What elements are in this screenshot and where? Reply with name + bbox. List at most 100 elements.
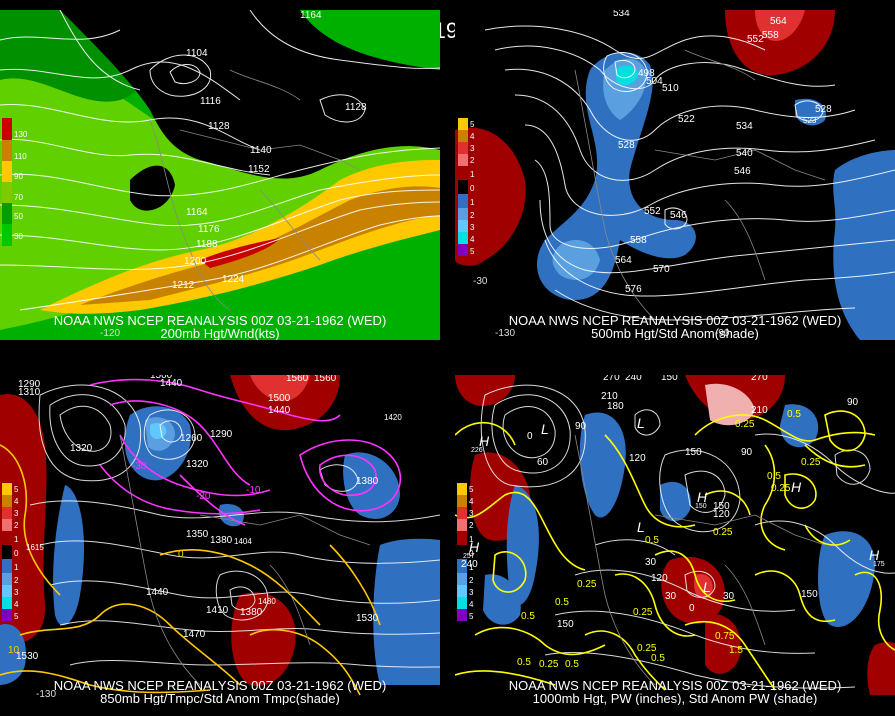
pw-label: 0.25 <box>735 419 755 430</box>
contour-label: 564 <box>615 255 632 266</box>
contour-label: 1350 <box>186 529 209 540</box>
colorbar-label: 4 <box>469 497 474 506</box>
panel-caption-agency: NOAA NWS NCEP REANALYSIS 00Z 03-21-1962 … <box>53 313 387 328</box>
colorbar-label: 70 <box>14 193 23 202</box>
contour-label: 552 <box>644 206 661 217</box>
low-pressure-center: L <box>541 421 549 437</box>
contour-label: 1560 <box>314 375 337 384</box>
contour-label: 528 <box>815 104 832 115</box>
panel-200mb-wind: 130 110 90 70 50 30 1128 1164 1104 1116 … <box>0 10 440 340</box>
colorbar <box>2 483 12 621</box>
colorbar-label: 110 <box>14 152 27 161</box>
panel-caption-agency: NOAA NWS NCEP REANALYSIS 00Z 03-21-1962 … <box>53 678 387 693</box>
panel-caption-product: 1000mb Hgt, PW (inches), Std Anom PW (sh… <box>532 691 818 706</box>
pw-label: 0.5 <box>787 409 801 420</box>
pw-label: 0.25 <box>801 457 821 468</box>
contour-label: 1290 <box>210 429 233 440</box>
contour-label: 1615 <box>26 543 44 552</box>
contour-label: 120 <box>651 573 668 584</box>
contour-label: 1310 <box>18 387 41 398</box>
center-value: 226 <box>471 447 483 454</box>
panel-500mb-anom: 5 4 3 2 1 0 1 2 3 4 5 528 534 564 558 55… <box>455 10 895 340</box>
contour-label: 1224 <box>222 274 245 285</box>
pw-label: 0.25 <box>633 607 653 618</box>
pw-label: 1.5 <box>729 645 743 656</box>
contour-label: 1320 <box>70 443 93 454</box>
pw-label: 0.25 <box>577 579 597 590</box>
contour-label: 1404 <box>234 537 252 546</box>
colorbar-label: 5 <box>469 485 474 494</box>
colorbar-label: 4 <box>14 600 19 609</box>
contour-label: 1164 <box>300 10 322 21</box>
center-value: 257 <box>463 553 475 560</box>
map-850mb <box>0 375 440 705</box>
contour-label: 150 <box>661 375 678 383</box>
center-value: 175 <box>873 561 885 568</box>
contour-label: 1470 <box>183 629 206 640</box>
temp-label: 0 <box>178 549 184 560</box>
colorbar-label: 2 <box>470 156 475 165</box>
pw-label: 0.5 <box>651 653 665 664</box>
colorbar-label: 3 <box>470 223 475 232</box>
contour-label: 504 <box>646 76 663 87</box>
colorbar <box>458 118 468 256</box>
contour-label: 270 <box>603 375 620 383</box>
colorbar <box>2 118 12 246</box>
colorbar-label: 0 <box>470 184 475 193</box>
contour-label: 576 <box>625 284 642 295</box>
contour-label: 0 <box>527 431 533 442</box>
high-pressure-center: H <box>479 433 490 449</box>
temp-label: -30 <box>132 461 147 472</box>
contour-label: 1260 <box>180 433 203 444</box>
contour-label: 30 <box>665 591 677 602</box>
contour-label: 564 <box>770 16 787 27</box>
colorbar-label: 0 <box>14 549 19 558</box>
contour-label: 0 <box>689 603 695 614</box>
colorbar-label: 1 <box>470 198 475 207</box>
contour-label: 1380 <box>210 535 233 546</box>
colorbar-label: 3 <box>469 588 474 597</box>
colorbar-label: 3 <box>470 144 475 153</box>
contour-label: 1104 <box>186 48 208 59</box>
pw-label: 0.5 <box>767 471 781 482</box>
contour-label: 1128 <box>40 10 62 12</box>
contour-label: 90 <box>741 447 753 458</box>
colorbar-label: 1 <box>14 535 19 544</box>
contour-label: 1176 <box>198 224 220 235</box>
colorbar-label: 1 <box>469 563 474 572</box>
contour-label: 1212 <box>172 280 195 291</box>
colorbar-label: 2 <box>469 576 474 585</box>
panel-caption-product: 850mb Hgt/Tmpc/Std Anom Tmpc(shade) <box>100 691 340 706</box>
colorbar-label: 2 <box>469 521 474 530</box>
contour-label: 546 <box>734 166 751 177</box>
contour-label: 30 <box>645 557 657 568</box>
map-1000mb <box>455 375 895 705</box>
low-pressure-center: L <box>703 579 711 595</box>
lon-label: -130 <box>495 328 516 339</box>
contour-label: 528 <box>618 140 635 151</box>
map-500mb <box>455 10 895 340</box>
colorbar-label: 5 <box>14 485 19 494</box>
pw-label: 0.25 <box>539 659 559 670</box>
pw-label: 0.25 <box>713 527 733 538</box>
contour-label: 1128 <box>345 102 367 113</box>
contour-label: 1410 <box>206 605 229 616</box>
contour-label: 1440 <box>160 378 183 389</box>
temp-label: -10 <box>246 485 261 496</box>
lon-label: -120 <box>100 328 121 339</box>
high-pressure-center: H <box>869 547 880 563</box>
contour-label: 90 <box>575 421 587 432</box>
contour-label: 210 <box>601 391 618 402</box>
contour-label: 1560 <box>286 375 309 384</box>
contour-label: 1440 <box>146 587 169 598</box>
colorbar-label: 50 <box>14 212 23 221</box>
colorbar <box>457 483 467 621</box>
contour-label: 1188 <box>196 239 218 250</box>
lon-label: -90 <box>715 328 730 339</box>
contour-label: 90 <box>847 397 859 408</box>
contour-label: 150 <box>685 447 702 458</box>
contour-label: 558 <box>762 30 779 41</box>
panel-caption-product: 200mb Hgt/Wnd(kts) <box>160 326 280 341</box>
contour-label: 240 <box>625 375 642 383</box>
contour-label: 60 <box>537 457 549 468</box>
